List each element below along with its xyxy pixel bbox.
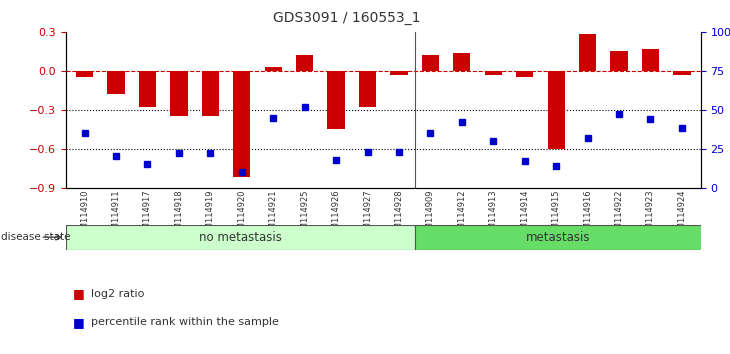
Bar (673, 71, 691, 75)
Bar (139, 71, 156, 107)
Bar (296, 55, 313, 71)
Bar (201, 71, 219, 116)
Bar (422, 55, 439, 71)
Bar (415, 225, 701, 250)
Text: disease state: disease state (1, 232, 71, 242)
Bar (233, 71, 250, 177)
Bar (642, 49, 659, 71)
Bar (516, 71, 534, 77)
Text: log2 ratio: log2 ratio (91, 289, 145, 299)
Text: metastasis: metastasis (526, 231, 590, 244)
Text: no metastasis: no metastasis (199, 231, 282, 244)
Bar (610, 51, 628, 71)
Text: ■: ■ (73, 316, 85, 329)
Bar (76, 71, 93, 77)
Bar (391, 71, 407, 75)
Bar (579, 34, 596, 71)
Text: GDS3091 / 160553_1: GDS3091 / 160553_1 (273, 11, 420, 25)
Bar (359, 71, 376, 107)
Bar (548, 71, 565, 149)
Bar (485, 71, 502, 75)
Bar (170, 71, 188, 116)
Bar (66, 225, 415, 250)
Bar (453, 53, 471, 71)
Bar (107, 71, 125, 94)
Text: percentile rank within the sample: percentile rank within the sample (91, 317, 279, 327)
Text: ■: ■ (73, 287, 85, 300)
Bar (264, 67, 282, 71)
Bar (328, 71, 345, 129)
